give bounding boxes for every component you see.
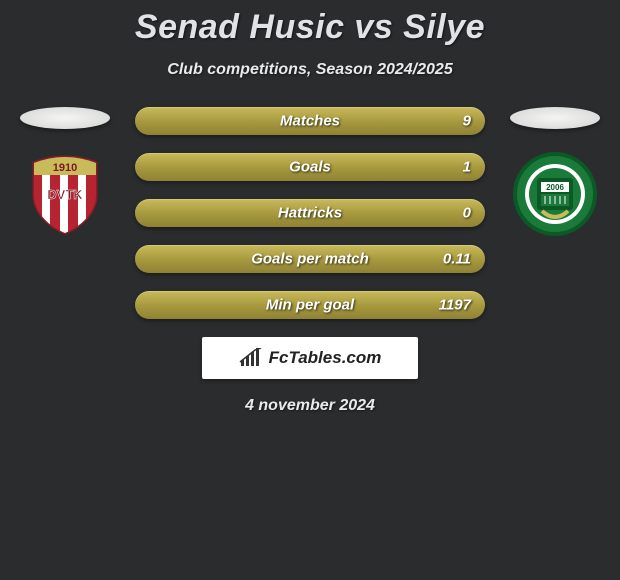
stat-value: 1197 xyxy=(439,297,471,314)
stat-value: 9 xyxy=(463,113,471,130)
club-right: 2006 xyxy=(510,107,600,239)
stat-value: 0.11 xyxy=(443,251,471,268)
comparison-content: 1910 DVTK 2006 xyxy=(0,107,620,415)
bar-chart-icon xyxy=(239,348,263,368)
page-title: Senad Husic vs Silye xyxy=(0,0,620,47)
stat-bar-min-per-goal: Min per goal 1197 xyxy=(135,291,485,319)
stat-label: Goals per match xyxy=(251,251,369,268)
club-left-name: DVTK xyxy=(47,187,83,202)
stat-bars: Matches 9 Goals 1 Hattricks 0 Goals per … xyxy=(135,107,485,319)
branding-text: FcTables.com xyxy=(269,348,382,368)
club-right-year: 2006 xyxy=(546,183,564,192)
player-oval-left xyxy=(20,107,110,129)
subtitle: Club competitions, Season 2024/2025 xyxy=(0,61,620,79)
stat-bar-goals: Goals 1 xyxy=(135,153,485,181)
shield-icon: 1910 DVTK xyxy=(22,151,108,237)
stat-value: 0 xyxy=(463,205,471,222)
club-logo-right: 2006 xyxy=(510,149,600,239)
club-left-year: 1910 xyxy=(53,162,77,174)
stat-bar-hattricks: Hattricks 0 xyxy=(135,199,485,227)
branding-box: FcTables.com xyxy=(202,337,418,379)
circle-badge-icon: 2006 xyxy=(512,151,598,237)
player-oval-right xyxy=(510,107,600,129)
footer-date: 4 november 2024 xyxy=(0,397,620,415)
stat-label: Hattricks xyxy=(278,205,342,222)
stat-label: Goals xyxy=(289,159,331,176)
club-left: 1910 DVTK xyxy=(20,107,110,239)
stat-label: Matches xyxy=(280,113,340,130)
stat-value: 1 xyxy=(463,159,471,176)
club-logo-left: 1910 DVTK xyxy=(20,149,110,239)
stat-label: Min per goal xyxy=(266,297,354,314)
stat-bar-goals-per-match: Goals per match 0.11 xyxy=(135,245,485,273)
stat-bar-matches: Matches 9 xyxy=(135,107,485,135)
